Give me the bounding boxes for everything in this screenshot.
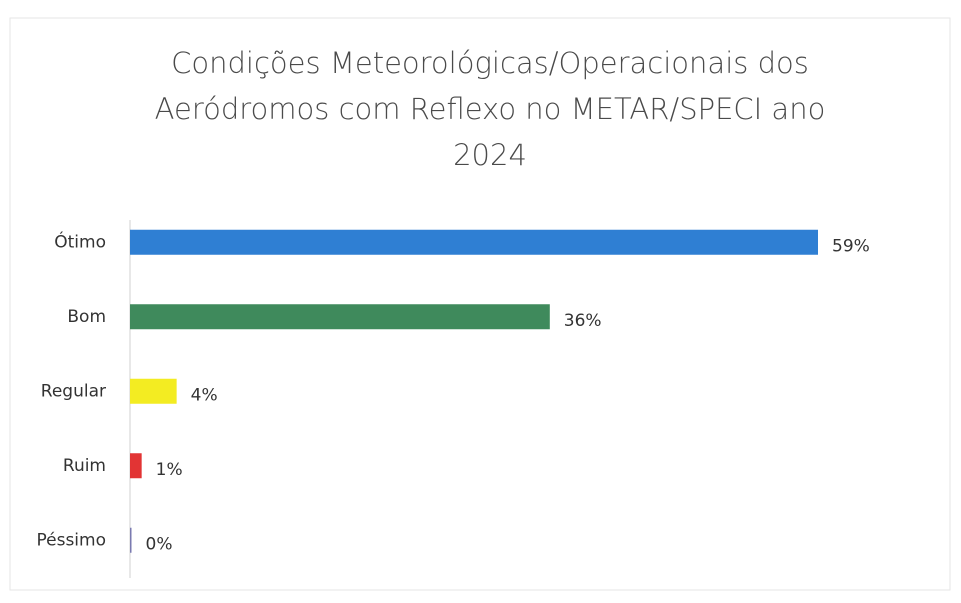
bar bbox=[130, 453, 142, 479]
y-tick-label: Bom bbox=[67, 307, 106, 327]
bar bbox=[130, 527, 132, 553]
y-tick-label: Péssimo bbox=[36, 530, 106, 550]
y-tick-label: Regular bbox=[41, 381, 106, 401]
y-tick-label: Ótimo bbox=[54, 230, 106, 252]
bar bbox=[130, 378, 177, 404]
chart-title: Condições Meteorológicas/Operacionais do… bbox=[154, 46, 826, 172]
bar bbox=[130, 229, 818, 255]
data-label: 59% bbox=[832, 236, 870, 256]
chart-border bbox=[9, 17, 951, 591]
y-tick-label: Ruim bbox=[63, 456, 106, 476]
data-label: 1% bbox=[156, 460, 183, 480]
data-label: 0% bbox=[146, 534, 173, 554]
data-label: 36% bbox=[564, 311, 602, 331]
bar bbox=[130, 304, 550, 330]
data-label: 4% bbox=[191, 385, 218, 405]
